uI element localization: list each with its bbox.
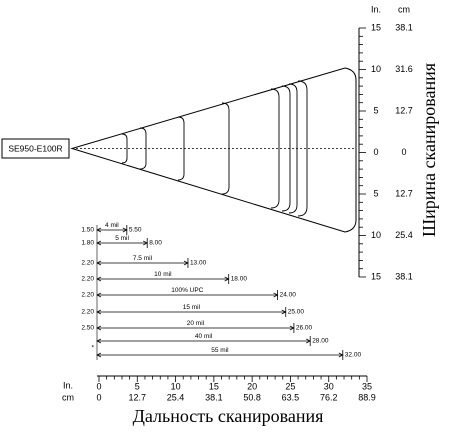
arrow <box>96 227 102 233</box>
range-label: 7.5 mil <box>133 255 153 262</box>
range-start: 2.20 <box>81 276 94 283</box>
y-unit-cm: cm <box>398 4 410 14</box>
range-label: 20 mil <box>187 320 205 327</box>
range-start: 2.20 <box>81 309 94 316</box>
range-start: 2.20 <box>81 260 94 267</box>
range-end: 24.00 <box>280 292 297 299</box>
device-box <box>1 138 70 159</box>
x-tick-in: 20 <box>247 381 257 391</box>
range-start: 1.80 <box>81 240 94 247</box>
decode-arcs <box>121 80 308 217</box>
x-tick-in: 15 <box>209 381 219 391</box>
y-tick-in: 10 <box>371 230 381 240</box>
range-start: 2.20 <box>81 292 94 299</box>
arrow <box>96 338 102 344</box>
x-tick-cm: 12.7 <box>129 392 147 402</box>
range-label: 4 mil <box>105 222 119 229</box>
range-start: 1.50 <box>81 227 94 234</box>
range-label: 55 mil <box>211 347 229 354</box>
x-tick-cm: 50.8 <box>243 392 261 402</box>
y-tick-cm: 0 <box>401 147 406 157</box>
range-label: 10 mil <box>154 271 172 278</box>
y-tick-cm: 12.7 <box>395 105 413 115</box>
range-end: 18.00 <box>231 276 248 283</box>
x-unit-cm: cm <box>62 392 74 402</box>
range-end: 8.00 <box>149 240 162 247</box>
y-tick-in: 5 <box>373 105 378 115</box>
axes-and-ranges: 15 38.110 31.65 12.70 05 12.710 25.415 38.10051… <box>81 22 412 402</box>
y-tick-in: 15 <box>371 22 381 32</box>
x-tick-in: 25 <box>285 381 295 391</box>
arrow <box>96 309 102 315</box>
x-tick-in: 0 <box>96 381 101 391</box>
range-end: 13.00 <box>190 260 207 267</box>
device-label: SE950-E100R <box>8 143 62 153</box>
x-tick-cm: 88.9 <box>358 392 376 402</box>
y-tick-cm: 38.1 <box>395 271 413 281</box>
y-tick-in: 10 <box>371 64 381 74</box>
arrow <box>96 292 102 298</box>
x-tick-in: 35 <box>362 381 372 391</box>
range-label: 40 mil <box>195 333 213 340</box>
x-tick-cm: 25.4 <box>167 392 185 402</box>
range-start: 2.50 <box>81 325 94 332</box>
range-end: 25.00 <box>288 309 305 316</box>
arrow <box>96 240 102 246</box>
x-tick-in: 30 <box>324 381 334 391</box>
x-axis-title: Дальность сканирования <box>133 406 324 426</box>
x-tick-cm: 38.1 <box>205 392 223 402</box>
x-unit-in: In. <box>63 380 73 390</box>
y-tick-cm: 38.1 <box>395 22 413 32</box>
x-tick-cm: 0 <box>96 392 101 402</box>
arrow <box>96 325 102 331</box>
y-unit-in: In. <box>371 4 381 14</box>
range-end: 28.00 <box>312 338 329 345</box>
range-end: 5.50 <box>129 227 142 234</box>
arrow <box>96 260 102 266</box>
x-tick-cm: 63.5 <box>282 392 300 402</box>
y-tick-in: 15 <box>371 271 381 281</box>
range-label: 100% UPC <box>171 287 203 294</box>
x-tick-in: 5 <box>135 381 140 391</box>
y-tick-in: 5 <box>373 188 378 198</box>
range-start: * <box>91 345 94 352</box>
scan-cone <box>70 67 357 233</box>
arrow <box>96 276 102 282</box>
arrow <box>96 352 102 358</box>
y-axis-title: Ширина сканирования <box>419 63 439 237</box>
range-label: 5 mil <box>115 235 129 242</box>
range-end: 26.00 <box>296 325 313 332</box>
x-tick-in: 10 <box>171 381 181 391</box>
y-tick-cm: 31.6 <box>395 64 413 74</box>
y-tick-cm: 25.4 <box>395 230 413 240</box>
y-tick-cm: 12.7 <box>395 188 413 198</box>
y-tick-in: 0 <box>373 147 378 157</box>
range-label: 15 mil <box>183 304 201 311</box>
x-tick-cm: 76.2 <box>320 392 338 402</box>
range-end: 32.00 <box>345 352 362 359</box>
